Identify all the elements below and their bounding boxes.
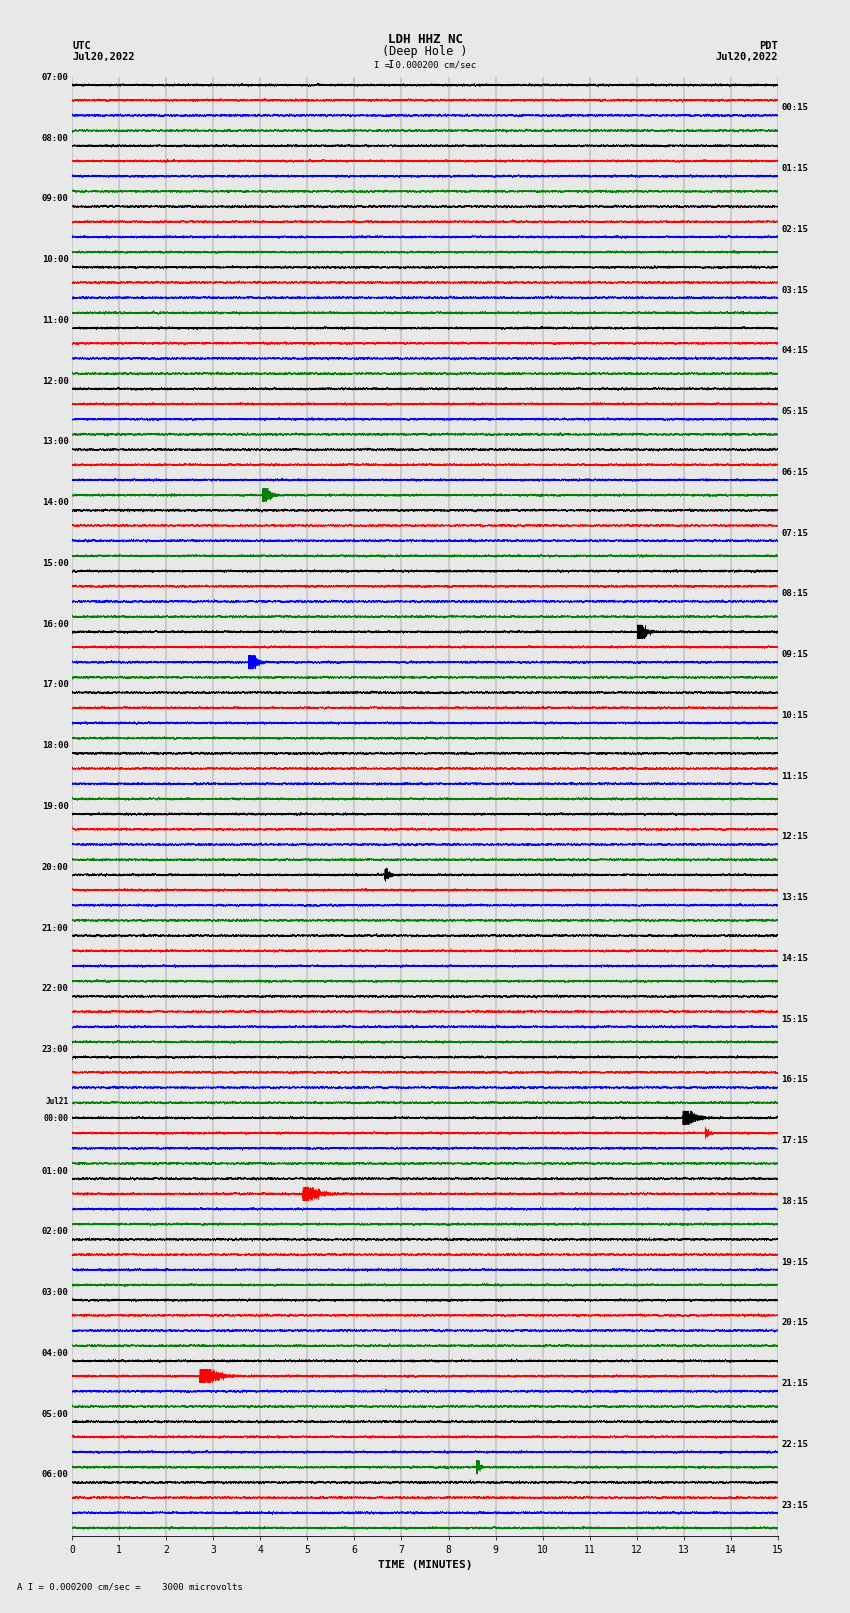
Text: 04:15: 04:15 [781, 347, 808, 355]
Text: I: I [388, 60, 394, 71]
Text: 02:15: 02:15 [781, 224, 808, 234]
Text: 15:15: 15:15 [781, 1015, 808, 1024]
Text: 21:15: 21:15 [781, 1379, 808, 1389]
Text: 00:00: 00:00 [44, 1115, 69, 1123]
Text: 01:15: 01:15 [781, 165, 808, 173]
Text: (Deep Hole ): (Deep Hole ) [382, 45, 468, 58]
Text: TIME (MINUTES): TIME (MINUTES) [377, 1560, 473, 1569]
Text: 16:00: 16:00 [42, 619, 69, 629]
Text: 11:15: 11:15 [781, 771, 808, 781]
Text: 03:00: 03:00 [42, 1289, 69, 1297]
Text: Jul21: Jul21 [46, 1097, 69, 1107]
Text: 06:00: 06:00 [42, 1471, 69, 1479]
Text: 23:15: 23:15 [781, 1500, 808, 1510]
Text: 19:15: 19:15 [781, 1258, 808, 1266]
Text: 02:00: 02:00 [42, 1227, 69, 1236]
Text: 12:15: 12:15 [781, 832, 808, 842]
Text: Jul20,2022: Jul20,2022 [715, 52, 778, 63]
Text: 23:00: 23:00 [42, 1045, 69, 1053]
Text: 14:15: 14:15 [781, 953, 808, 963]
Text: 20:00: 20:00 [42, 863, 69, 871]
Text: 09:15: 09:15 [781, 650, 808, 660]
Text: 13:00: 13:00 [42, 437, 69, 447]
Text: 19:00: 19:00 [42, 802, 69, 811]
Text: 05:00: 05:00 [42, 1410, 69, 1418]
Text: 13:15: 13:15 [781, 894, 808, 902]
Text: 11:00: 11:00 [42, 316, 69, 324]
Text: 17:00: 17:00 [42, 681, 69, 689]
Text: 21:00: 21:00 [42, 924, 69, 932]
Text: 08:15: 08:15 [781, 589, 808, 598]
Text: A I = 0.000200 cm/sec =    3000 microvolts: A I = 0.000200 cm/sec = 3000 microvolts [17, 1582, 243, 1592]
Text: 14:00: 14:00 [42, 498, 69, 506]
Text: 08:00: 08:00 [42, 134, 69, 142]
Text: LDH HHZ NC: LDH HHZ NC [388, 32, 462, 47]
Text: 18:00: 18:00 [42, 742, 69, 750]
Text: 00:15: 00:15 [781, 103, 808, 113]
Text: 10:00: 10:00 [42, 255, 69, 265]
Text: 12:00: 12:00 [42, 377, 69, 386]
Text: 05:15: 05:15 [781, 406, 808, 416]
Text: Jul20,2022: Jul20,2022 [72, 52, 135, 63]
Text: PDT: PDT [759, 40, 778, 52]
Text: 18:15: 18:15 [781, 1197, 808, 1207]
Text: UTC: UTC [72, 40, 91, 52]
Text: 15:00: 15:00 [42, 560, 69, 568]
Text: 01:00: 01:00 [42, 1166, 69, 1176]
Text: 07:00: 07:00 [42, 73, 69, 82]
Text: 20:15: 20:15 [781, 1318, 808, 1327]
Text: 06:15: 06:15 [781, 468, 808, 477]
Text: 10:15: 10:15 [781, 711, 808, 719]
Text: 03:15: 03:15 [781, 286, 808, 295]
Text: 17:15: 17:15 [781, 1136, 808, 1145]
Text: 04:00: 04:00 [42, 1348, 69, 1358]
Text: 07:15: 07:15 [781, 529, 808, 537]
Text: 16:15: 16:15 [781, 1076, 808, 1084]
Text: I = 0.000200 cm/sec: I = 0.000200 cm/sec [374, 60, 476, 69]
Text: 09:00: 09:00 [42, 195, 69, 203]
Text: 22:00: 22:00 [42, 984, 69, 994]
Text: 22:15: 22:15 [781, 1440, 808, 1448]
